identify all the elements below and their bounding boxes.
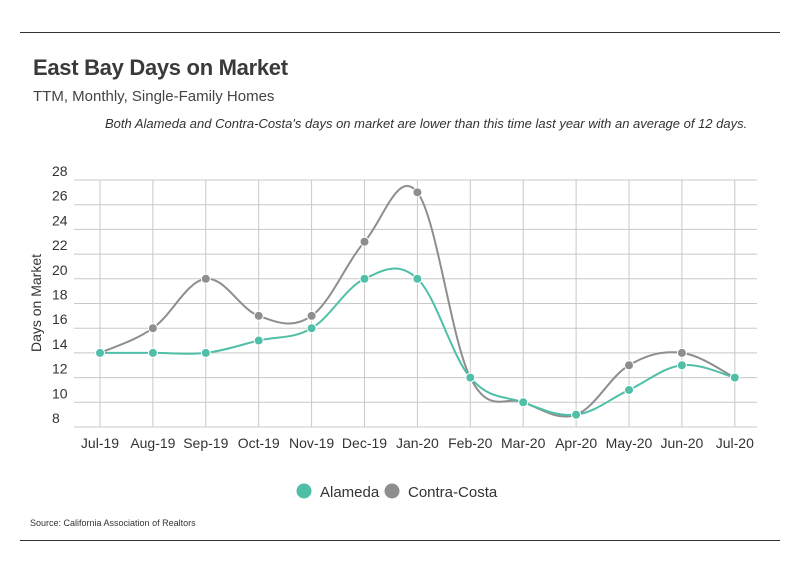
top-rule [20, 32, 780, 33]
data-point-contra-costa [253, 310, 264, 321]
data-point-alameda [147, 347, 158, 358]
data-point-alameda [624, 384, 634, 395]
data-point-alameda [95, 347, 105, 358]
y-tick-label: 10 [52, 385, 68, 401]
y-tick-label: 22 [52, 237, 68, 253]
data-point-alameda [571, 409, 582, 420]
data-point-alameda [518, 397, 529, 408]
x-tick-label: May-20 [606, 435, 653, 451]
chart-subtitle: TTM, Monthly, Single-Family Homes [33, 88, 275, 105]
data-point-contra-costa [359, 236, 370, 247]
legend-label-alameda: Alameda [320, 484, 380, 501]
y-axis-label: Days on Market [28, 254, 44, 352]
chart-note: Both Alameda and Contra-Costa's days on … [105, 116, 748, 131]
data-point-alameda [253, 335, 264, 346]
series-points [95, 187, 740, 420]
y-tick-label: 24 [52, 212, 68, 228]
data-point-alameda [412, 273, 423, 284]
y-tick-label: 18 [52, 287, 68, 303]
legend: Alameda Contra-Costa [296, 483, 498, 501]
y-tick-label: 20 [52, 262, 68, 278]
x-tick-label: Jul-20 [716, 435, 754, 451]
source-note: Source: California Association of Realto… [30, 518, 196, 528]
data-point-alameda [729, 372, 740, 383]
data-point-contra-costa [676, 347, 687, 358]
x-tick-label: Feb-20 [448, 435, 493, 451]
y-tick-label: 26 [52, 188, 68, 204]
x-tick-label: Mar-20 [501, 435, 546, 451]
data-point-contra-costa [624, 360, 634, 371]
x-tick-label: Aug-19 [130, 435, 175, 451]
data-point-alameda [676, 360, 687, 371]
x-tick-label: Nov-19 [289, 435, 334, 451]
bottom-rule [20, 540, 780, 541]
y-tick-label: 12 [52, 361, 68, 377]
data-point-alameda [465, 372, 476, 383]
x-tick-label: Jul-19 [81, 435, 119, 451]
y-tick-label: 14 [52, 336, 68, 352]
legend-label-contra-costa: Contra-Costa [408, 484, 498, 501]
chart-title: East Bay Days on Market [33, 55, 288, 80]
data-point-alameda [359, 273, 370, 284]
x-tick-label: Dec-19 [342, 435, 387, 451]
data-point-alameda [306, 323, 317, 334]
x-tick-label: Oct-19 [238, 435, 280, 451]
x-tick-label: Jan-20 [396, 435, 439, 451]
data-point-contra-costa [147, 323, 158, 334]
data-point-contra-costa [306, 310, 317, 321]
data-point-contra-costa [412, 187, 423, 198]
x-tick-label: Jun-20 [660, 435, 703, 451]
y-tick-label: 28 [52, 163, 68, 179]
x-tick-label: Sep-19 [183, 435, 228, 451]
y-tick-label: 16 [52, 311, 68, 327]
legend-marker-contra-costa [384, 483, 400, 499]
data-point-contra-costa [200, 273, 211, 284]
legend-marker-alameda [296, 483, 312, 499]
x-tick-labels: Jul-19 Aug-19 Sep-19 Oct-19 Nov-19 Dec-19 Jan-… [81, 435, 754, 451]
y-tick-label: 8 [52, 410, 60, 426]
y-tick-labels: 8 10 12 14 16 18 20 22 24 26 28 [52, 163, 68, 426]
data-point-alameda [200, 347, 211, 358]
x-tick-label: Apr-20 [555, 435, 597, 451]
grid-lines [74, 179, 757, 428]
